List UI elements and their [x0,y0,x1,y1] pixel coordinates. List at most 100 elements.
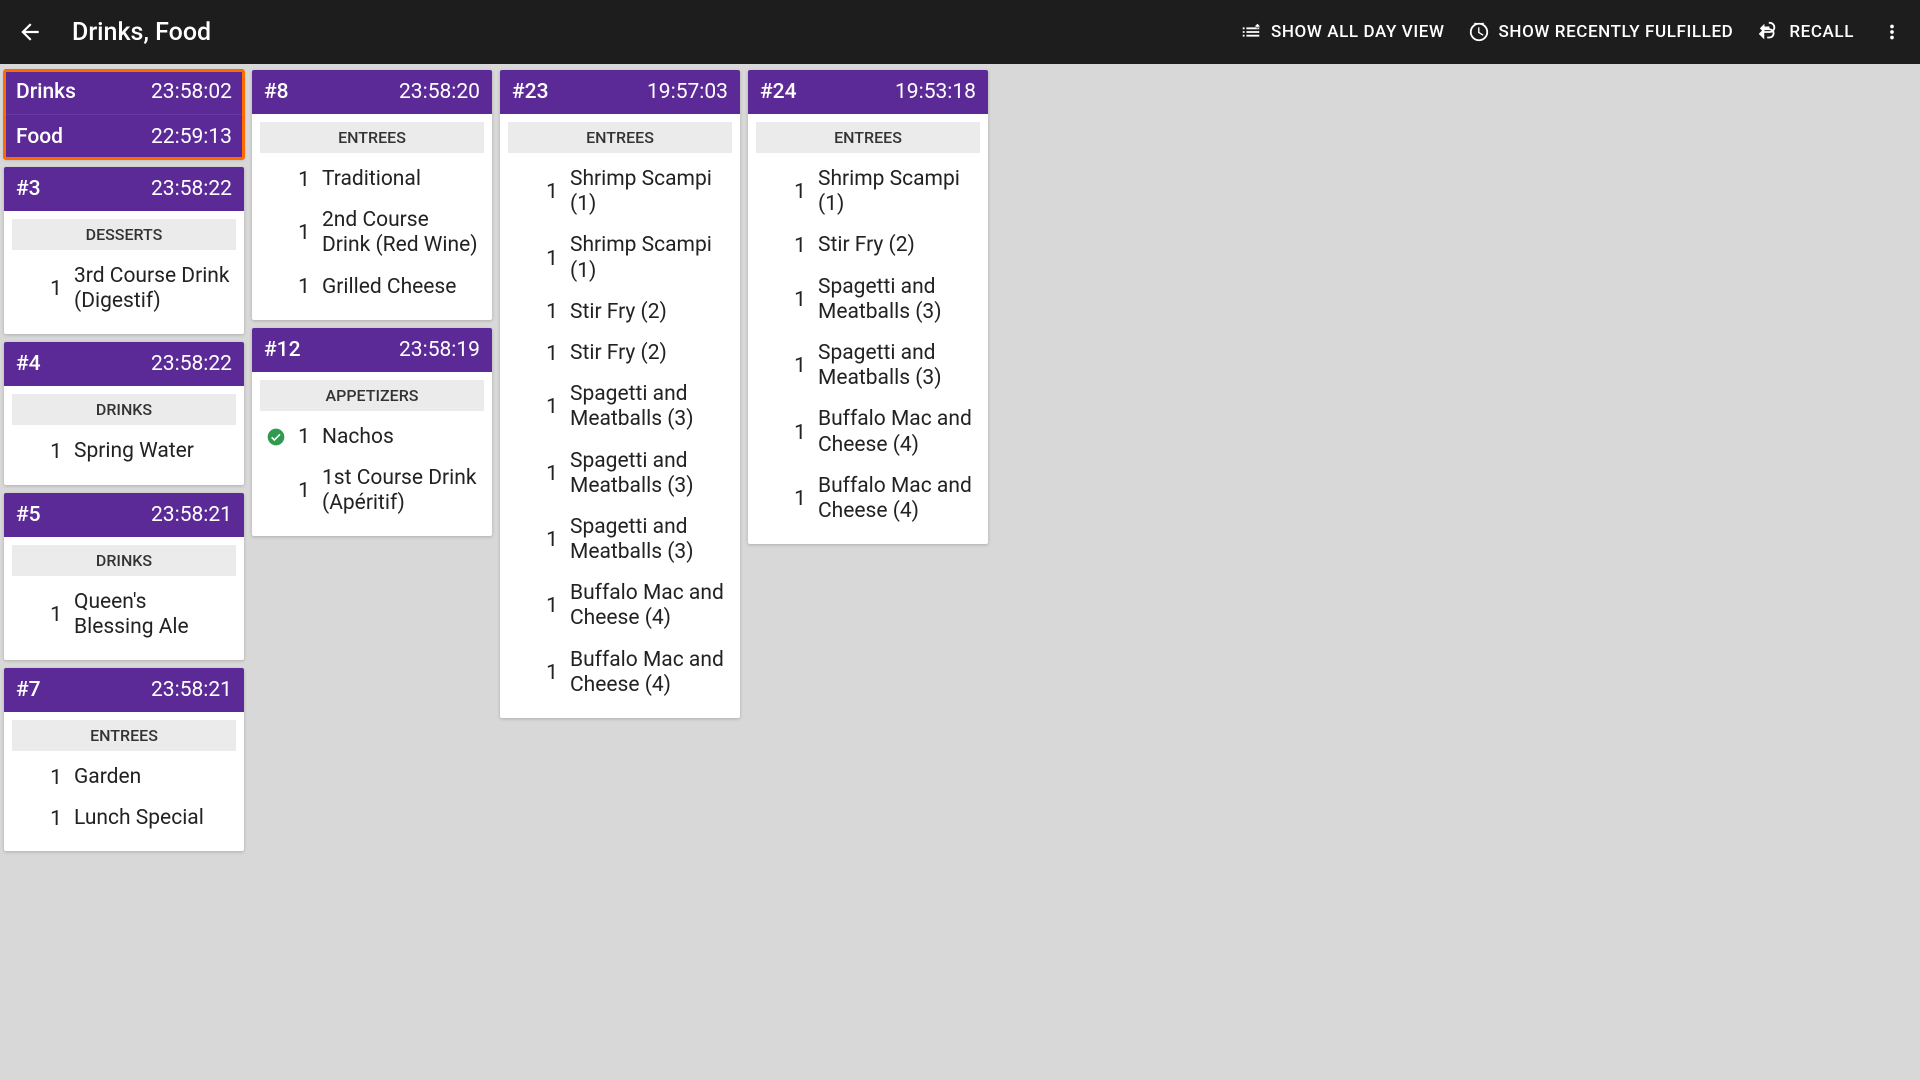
list-icon [1239,20,1263,44]
ticket-header[interactable]: #2319:57:03 [500,70,740,114]
ticket-header[interactable]: #323:58:22 [4,167,244,211]
ticket-time: 23:58:20 [399,80,480,104]
order-line[interactable]: 1Shrimp Scampi (1) [508,159,732,225]
ticket-time: 23:58:19 [399,338,480,362]
ticket-header[interactable]: #823:58:20 [252,70,492,114]
line-qty: 1 [542,661,562,685]
order-line[interactable]: 1 Stir Fry (2) [508,292,732,333]
ticket-card[interactable]: #423:58:22DRINKS1Spring Water [4,342,244,484]
ticket-column: #2319:57:03ENTREES1Shrimp Scampi (1)1Shr… [500,70,740,718]
order-line[interactable]: 1 Lunch Special [12,798,236,839]
ticket-header[interactable]: #423:58:22 [4,342,244,386]
order-line[interactable]: 1 Spagetti and Meatballs (3) [508,441,732,507]
line-name: 3rd Course Drink (Digestif) [74,264,230,314]
ticket-time: 19:57:03 [647,80,728,104]
section-title: APPETIZERS [260,380,484,411]
tickets-board: Drinks23:58:02 Food 22:59:13 #323:58:22DESS… [0,64,1920,857]
line-qty: 1 [542,462,562,486]
line-qty: 1 [46,277,66,301]
line-qty: 1 [46,603,66,627]
line-name: Stir Fry (2) [570,300,726,325]
line-name: Nachos [322,425,478,450]
line-name: Buffalo Mac and Cheese (4) [818,407,974,457]
ticket-number: Food [16,125,63,149]
ticket-header[interactable]: Food 22:59:13 [4,114,244,159]
ticket-header[interactable]: Drinks23:58:02 [4,70,244,114]
ticket-card[interactable]: #2419:53:18ENTREES1Shrimp Scampi (1)1Sti… [748,70,988,544]
ticket-time: 19:53:18 [895,80,976,104]
ticket-time: 23:58:22 [151,177,232,201]
line-qty: 1 [542,300,562,324]
back-arrow-icon[interactable] [16,18,44,46]
line-name: Stir Fry (2) [818,233,974,258]
order-line[interactable]: 1 Nachos [260,417,484,458]
ticket-time: 23:58:22 [151,352,232,376]
ticket-header[interactable]: #723:58:21 [4,668,244,712]
show-all-day-button[interactable]: SHOW ALL DAY VIEW [1239,20,1445,44]
ticket-header[interactable]: #1223:58:19 [252,328,492,372]
line-name: Spagetti and Meatballs (3) [570,449,726,499]
line-qty: 1 [790,288,810,312]
show-recent-button[interactable]: SHOW RECENTLY FULFILLED [1467,20,1734,44]
order-line[interactable]: 1Stir Fry (2) [508,333,732,374]
ticket-header[interactable]: #2419:53:18 [748,70,988,114]
order-line[interactable]: 1Buffalo Mac and Cheese (4) [756,466,980,532]
order-line[interactable]: 1Shrimp Scampi (1) [756,159,980,225]
line-qty: 1 [46,807,66,831]
line-qty: 1 [294,425,314,449]
line-name: Buffalo Mac and Cheese (4) [818,474,974,524]
overflow-menu-button[interactable] [1880,20,1904,44]
ticket-card[interactable]: #2319:57:03ENTREES1Shrimp Scampi (1)1Shr… [500,70,740,718]
order-line[interactable]: 1Buffalo Mac and Cheese (4) [508,640,732,706]
line-name: Spagetti and Meatballs (3) [570,515,726,565]
order-line[interactable]: 1 3rd Course Drink (Digestif) [12,256,236,322]
line-name: Shrimp Scampi (1) [570,233,726,283]
order-line[interactable]: 1 Spagetti and Meatballs (3) [508,507,732,573]
order-line[interactable]: 1 Spagetti and Meatballs (3) [756,267,980,333]
ticket-time: 23:58:21 [151,678,232,702]
section-title: DRINKS [12,545,236,576]
recall-button[interactable]: RECALL [1755,20,1854,44]
order-line[interactable]: 1Queen's Blessing Ale [12,582,236,648]
ticket-card[interactable]: #323:58:22DESSERTS13rd Course Drink (Dig… [4,167,244,334]
line-name: Buffalo Mac and Cheese (4) [570,581,726,631]
order-line[interactable]: 1 Buffalo Mac and Cheese (4) [508,573,732,639]
ticket-header[interactable]: #523:58:21 [4,493,244,537]
order-line[interactable]: 12nd Course Drink (Red Wine) [260,200,484,266]
line-qty: 1 [542,594,562,618]
line-qty: 1 [294,221,314,245]
order-line[interactable]: 1Buffalo Mac and Cheese (4) [756,399,980,465]
ticket-card[interactable]: Drinks23:58:02 Food 22:59:13 [4,70,244,159]
section-title: ENTREES [508,122,732,153]
order-line[interactable]: 1Stir Fry (2) [756,225,980,266]
order-line[interactable]: 1 Shrimp Scampi (1) [508,225,732,291]
show-all-day-label: SHOW ALL DAY VIEW [1271,22,1445,42]
ticket-time: 22:59:13 [151,125,232,149]
ticket-body: ENTREES1Shrimp Scampi (1)1Stir Fry (2)1S… [748,114,988,544]
ticket-column: Drinks23:58:02 Food 22:59:13 #323:58:22DESS… [4,70,244,851]
line-qty: 1 [294,275,314,299]
order-line[interactable]: 1Garden [12,757,236,798]
order-line[interactable]: 1Grilled Cheese [260,267,484,308]
line-qty: 1 [542,395,562,419]
order-line[interactable]: 1Spring Water [12,431,236,472]
ticket-time: 23:58:21 [151,503,232,527]
order-line[interactable]: 1 Spagetti and Meatballs (3) [508,374,732,440]
ticket-card[interactable]: #523:58:21 DRINKS 1Queen's Blessing Ale [4,493,244,660]
order-line[interactable]: 1Spagetti and Meatballs (3) [756,333,980,399]
ticket-card[interactable]: #723:58:21ENTREES1Garden1Lunch Special [4,668,244,851]
order-line[interactable]: 11st Course Drink (Apéritif) [260,458,484,524]
line-name: Lunch Special [74,806,230,831]
line-name: Spagetti and Meatballs (3) [818,275,974,325]
ticket-card[interactable]: #1223:58:19 APPETIZERS 1 Nachos 11st Course … [252,328,492,537]
line-qty: 1 [542,528,562,552]
line-name: Spagetti and Meatballs (3) [570,382,726,432]
order-line[interactable]: 1Traditional [260,159,484,200]
ticket-card[interactable]: #823:58:20ENTREES1Traditional12nd Course… [252,70,492,320]
line-qty: 1 [542,247,562,271]
line-qty: 1 [46,766,66,790]
line-qty: 1 [542,342,562,366]
ticket-body: ENTREES1Garden1Lunch Special [4,712,244,851]
line-name: Traditional [322,167,478,192]
show-recent-label: SHOW RECENTLY FULFILLED [1499,22,1734,42]
